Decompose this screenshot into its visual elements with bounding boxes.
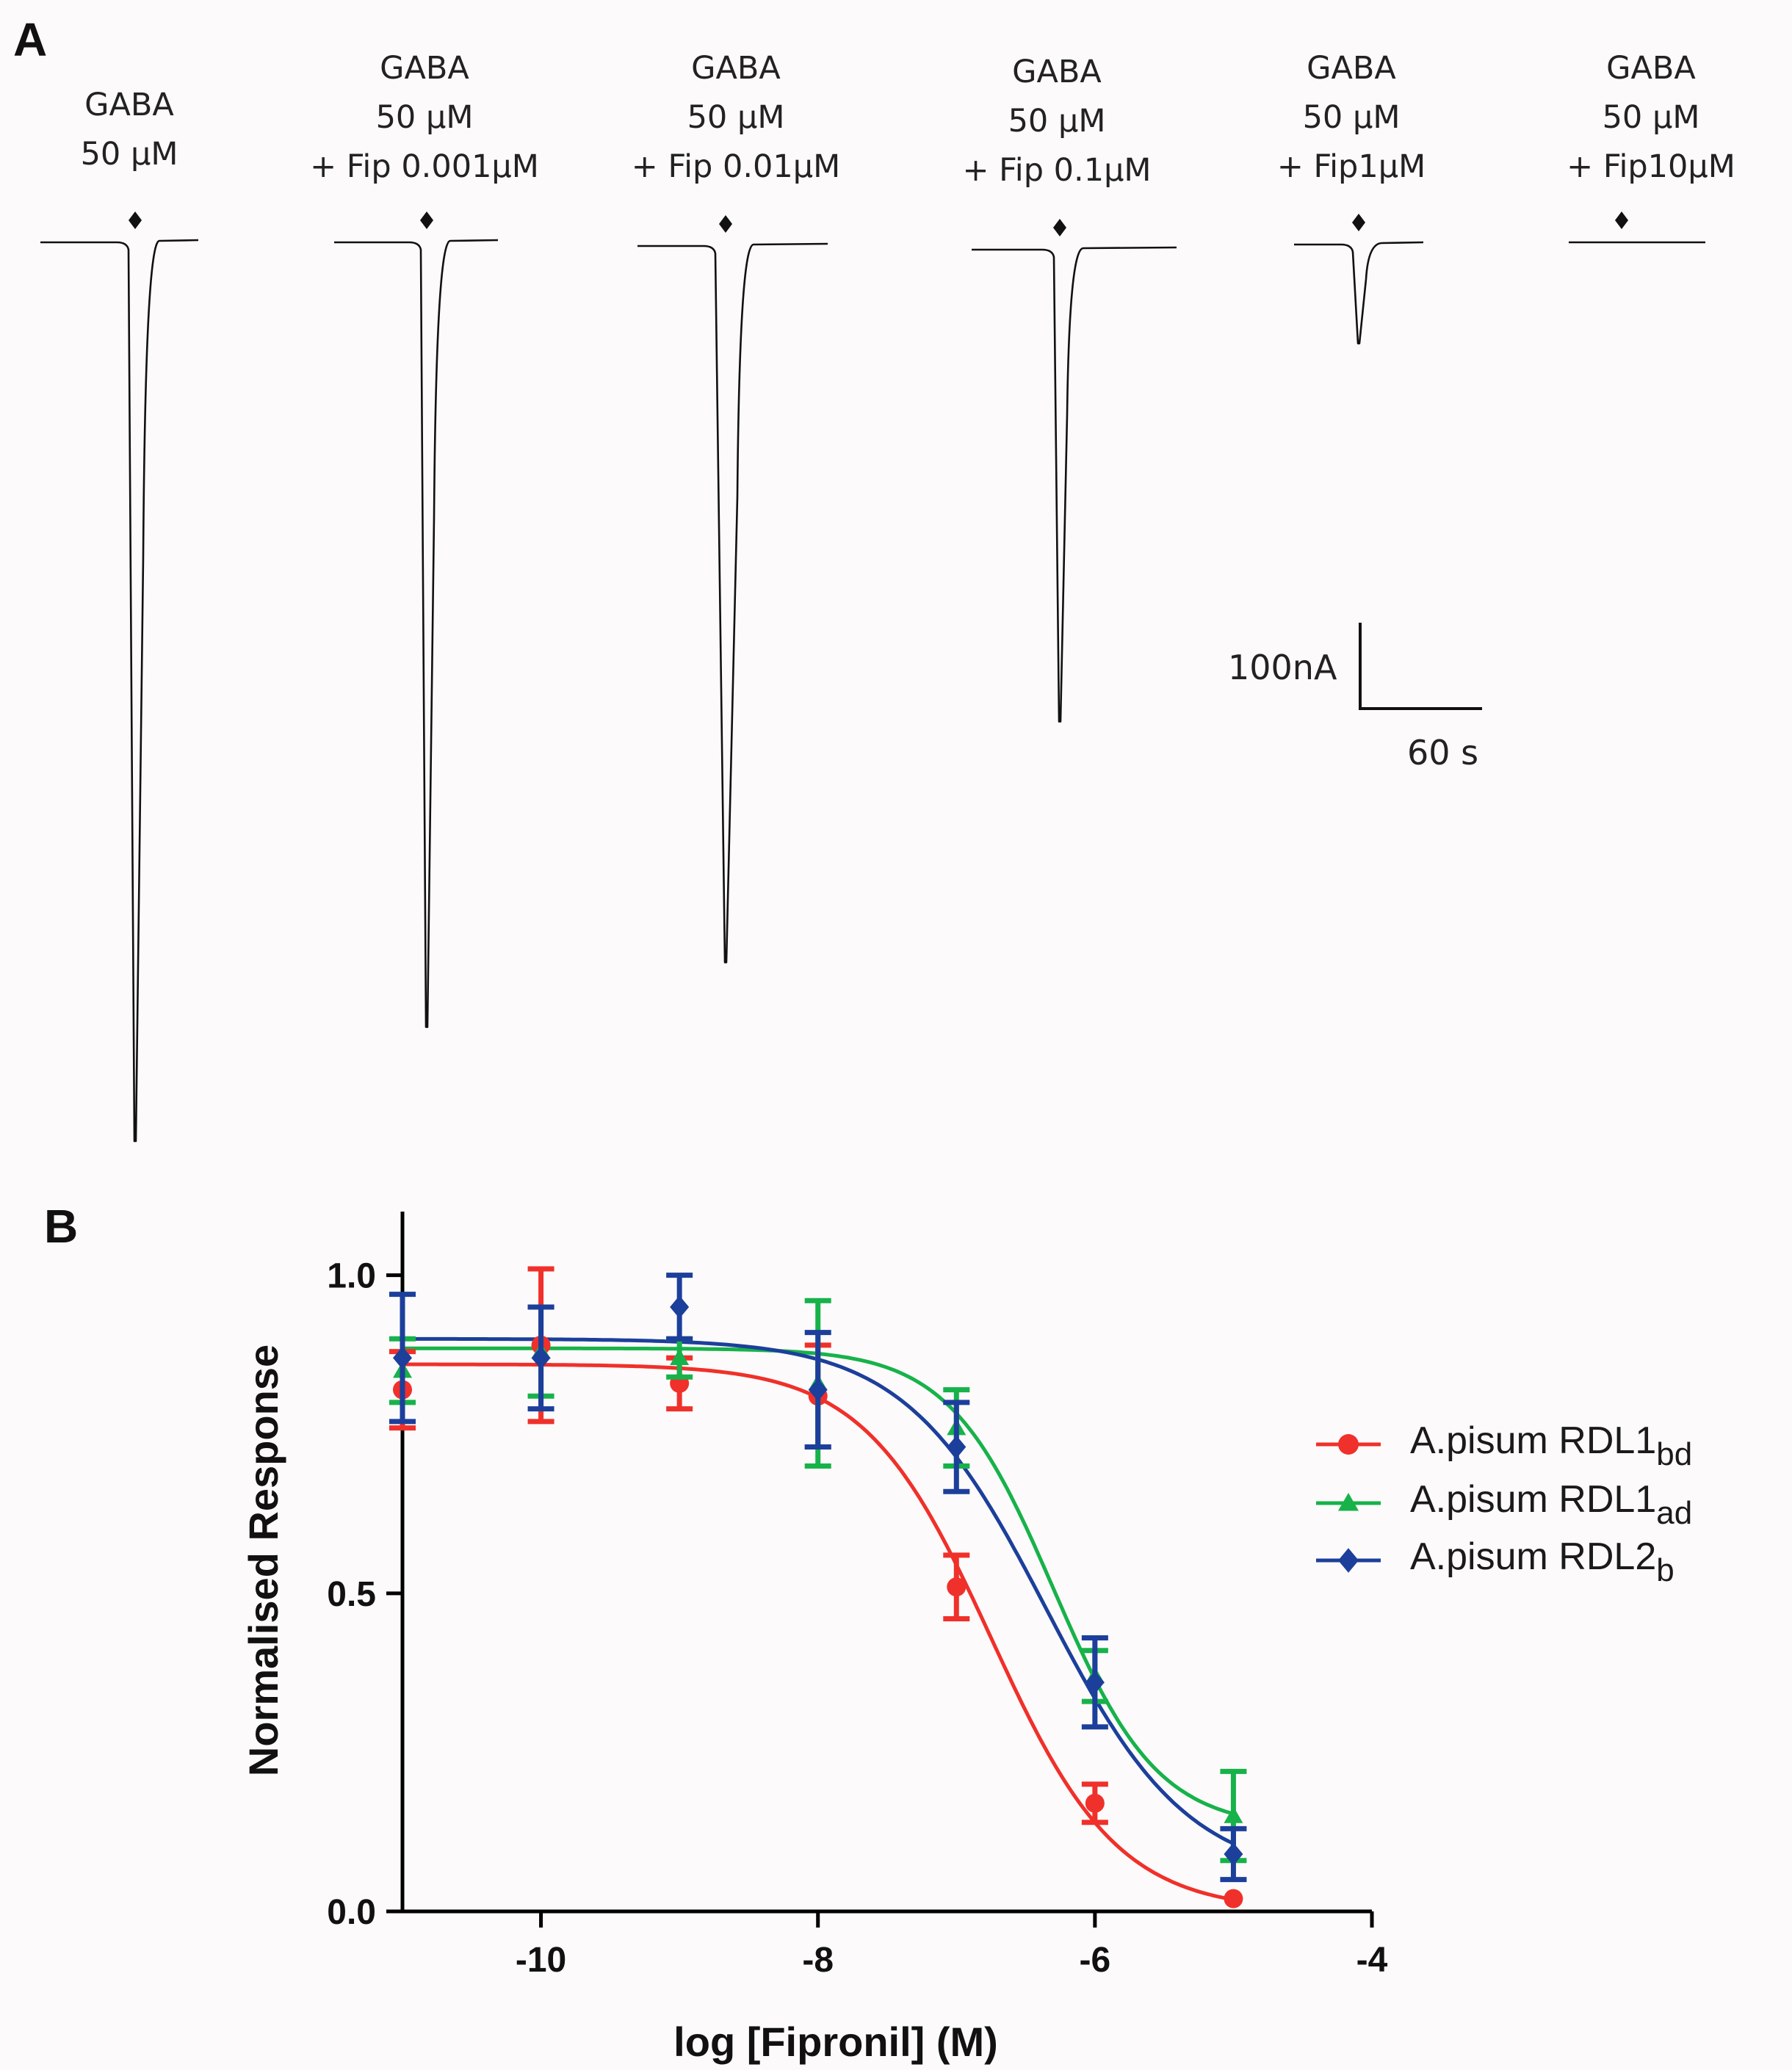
legend-series-subscript: ad [1656, 1495, 1692, 1531]
data-point [947, 1435, 967, 1459]
trace-label-line: 50 µM [687, 99, 785, 136]
data-point [393, 1346, 412, 1369]
current-trace-3 [637, 242, 828, 963]
current-trace-5 [1294, 241, 1424, 344]
legend-marker [1338, 1493, 1359, 1511]
trace-label-1: GABA 50 µM [0, 81, 269, 179]
scale-bar-current-label: 100nA [1228, 648, 1337, 687]
data-point [808, 1378, 828, 1402]
trace-label-line: GABA [380, 50, 469, 87]
x-axis-title: log [Fipronil] (M) [673, 2019, 998, 2065]
trace-label-5: GABA 50 µM + Fip1µM [1212, 44, 1491, 192]
trace-label-line: 50 µM [1302, 99, 1401, 136]
application-marker-5 [1352, 214, 1365, 231]
trace-label-line: 50 µM [80, 136, 178, 173]
y-tick-label: 0.0 [327, 1893, 376, 1932]
trace-label-line: + Fip 0.001µM [310, 148, 539, 185]
scale-bar-time-label: 60 s [1407, 733, 1479, 772]
x-tick-label: -6 [1080, 1941, 1111, 1980]
data-point [1085, 1793, 1105, 1813]
panel-a-letter: A [13, 13, 48, 66]
legend-marker [1338, 1548, 1359, 1573]
data-point [1224, 1842, 1243, 1866]
data-point [670, 1348, 690, 1366]
data-point [670, 1295, 690, 1319]
current-trace-4 [972, 246, 1177, 723]
scale-bar [1359, 623, 1482, 710]
data-point [1224, 1889, 1243, 1908]
trace-label-line: + Fip1µM [1276, 148, 1426, 185]
y-tick-label: 1.0 [327, 1257, 376, 1296]
legend-entry-1: A.pisum RDL1bd [1410, 1419, 1692, 1472]
application-marker-2 [420, 211, 433, 229]
trace-label-2: GABA 50 µM + Fip 0.001µM [285, 44, 564, 192]
legend-marker [1338, 1434, 1359, 1455]
trace-label-line: GABA [1012, 54, 1102, 90]
legend-series-subscript: bd [1656, 1436, 1692, 1472]
legend-series-name: A.pisum RDL1 [1410, 1478, 1656, 1521]
trace-label-6: GABA 50 µM + Fip10µM [1511, 44, 1791, 192]
current-trace-1 [40, 239, 199, 1143]
y-tick-label: 0.5 [327, 1575, 376, 1614]
application-marker-3 [719, 215, 732, 233]
x-tick-label: -4 [1356, 1941, 1388, 1980]
trace-label-line: GABA [691, 50, 781, 87]
trace-label-3: GABA 50 µM + Fip 0.01µM [596, 44, 875, 192]
x-tick-label: -8 [802, 1941, 834, 1980]
trace-label-line: 50 µM [1602, 99, 1700, 136]
panel-b-letter: B [44, 1200, 79, 1253]
data-point [531, 1346, 551, 1369]
current-traces [40, 211, 1705, 1143]
trace-label-line: GABA [1606, 50, 1696, 87]
trace-label-line: + Fip10µM [1567, 148, 1735, 185]
legend-series-name: A.pisum RDL2 [1410, 1535, 1656, 1578]
application-marker-6 [1615, 211, 1628, 229]
trace-label-line: GABA [84, 87, 174, 123]
trace-label-4: GABA 50 µM + Fip 0.1µM [917, 48, 1196, 195]
trace-label-line: + Fip 0.1µM [962, 152, 1152, 189]
trace-label-line: GABA [1307, 50, 1396, 87]
current-trace-2 [334, 239, 499, 1028]
trace-label-line: 50 µM [1008, 103, 1106, 140]
legend-series-name: A.pisum RDL1 [1410, 1419, 1656, 1462]
x-tick-label: -10 [516, 1941, 566, 1980]
legend-entry-3: A.pisum RDL2b [1410, 1535, 1674, 1588]
data-point [1085, 1671, 1105, 1694]
application-marker-4 [1053, 219, 1066, 236]
legend-series-subscript: b [1656, 1552, 1674, 1588]
trace-label-line: + Fip 0.01µM [631, 148, 841, 185]
legend-entry-2: A.pisum RDL1ad [1410, 1478, 1692, 1531]
data-point [1224, 1806, 1243, 1823]
data-point [947, 1577, 967, 1597]
application-marker-1 [129, 211, 142, 229]
y-axis-title: Normalised Response [240, 1345, 286, 1776]
trace-label-line: 50 µM [375, 99, 474, 136]
